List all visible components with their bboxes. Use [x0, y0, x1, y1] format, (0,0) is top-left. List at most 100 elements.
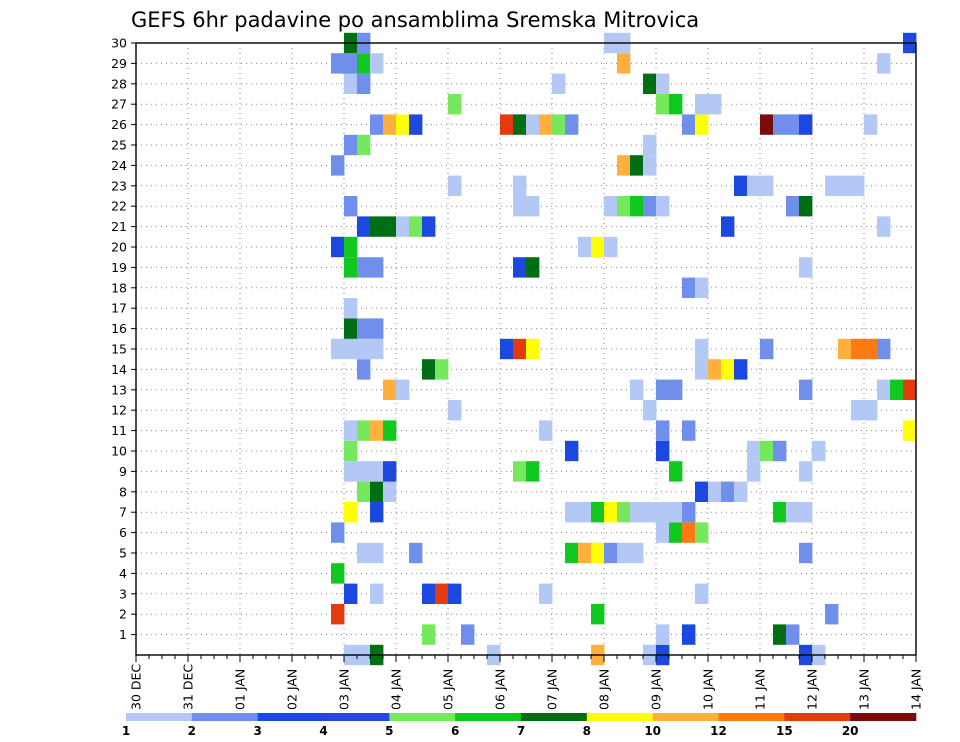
heatmap-cell [370, 338, 384, 360]
y-tick-label: 14 [111, 362, 127, 377]
y-tick-label: 15 [111, 342, 127, 357]
heatmap-cell [357, 359, 371, 380]
heatmap-cell [721, 481, 735, 502]
legend-swatch [191, 713, 258, 721]
heatmap-cell [357, 420, 371, 441]
legend-label: 3 [253, 724, 261, 738]
heatmap-cell [643, 196, 657, 217]
heatmap-cell [409, 114, 423, 135]
heatmap-cell [656, 73, 670, 94]
heatmap-cell [799, 542, 813, 564]
heatmap-cell [786, 196, 800, 217]
heatmap-cell [864, 338, 878, 360]
heatmap-cell [903, 379, 917, 400]
heatmap-cell [513, 257, 527, 278]
heatmap-cell [344, 583, 358, 604]
heatmap-cell [773, 502, 787, 523]
heatmap-cell [877, 53, 891, 74]
heatmap-cell [552, 114, 566, 135]
heatmap-cell [539, 114, 553, 135]
x-axis-ticks: 30 DEC 31 DEC 01 JAN 02 JAN 03 JAN 04 JAN 05 J… [129, 655, 924, 710]
color-legend: 1 2 3 4 5 6 7 8 10 12 15 20 [122, 713, 917, 738]
heatmap-cell [383, 481, 397, 502]
heatmap-cell [409, 542, 423, 564]
y-tick-label: 23 [111, 178, 127, 193]
heatmap-cell [344, 134, 358, 156]
heatmap-cell [799, 502, 813, 523]
heatmap-cell [370, 318, 384, 339]
heatmap-cell [630, 155, 644, 176]
legend-label: 5 [385, 724, 393, 738]
heatmap-cell [331, 563, 345, 584]
heatmap-cell [565, 114, 579, 135]
heatmap-cell [617, 53, 631, 74]
heatmap-cell [331, 155, 345, 176]
x-tick-label: 08 JAN [597, 669, 612, 710]
heatmap-cell [773, 624, 787, 645]
heatmap-cell [526, 196, 540, 217]
heatmap-cell [357, 73, 371, 94]
y-tick-label: 18 [111, 280, 127, 295]
heatmap-cell [682, 502, 696, 523]
x-tick-label: 30 DEC [129, 664, 144, 710]
heatmap-cell [682, 277, 696, 298]
y-tick-label: 19 [111, 260, 127, 275]
y-tick-label: 29 [111, 56, 127, 71]
heatmap-cell [721, 216, 735, 237]
heatmap-cell [838, 338, 852, 360]
y-tick-label: 30 [111, 36, 127, 51]
heatmap-cell [513, 196, 527, 217]
heatmap-cell [669, 94, 683, 115]
x-tick-label: 11 JAN [753, 669, 768, 710]
heatmap-cell [331, 604, 345, 625]
heatmap-cell [513, 175, 527, 196]
heatmap-cell [500, 338, 514, 360]
heatmap-cell [825, 175, 839, 196]
heatmap-cell [643, 400, 657, 421]
heatmap-cell [786, 502, 800, 523]
x-tick-label: 31 DEC [181, 664, 196, 710]
heatmap-cell [851, 400, 865, 421]
legend-label: 6 [451, 724, 459, 738]
y-tick-label: 1 [119, 627, 127, 642]
heatmap-cell [357, 318, 371, 339]
y-tick-label: 24 [111, 158, 127, 173]
heatmap-cells [331, 32, 917, 666]
heatmap-cell [708, 94, 722, 115]
heatmap-cell [565, 440, 579, 462]
heatmap-cell [760, 114, 774, 135]
heatmap-cell [630, 542, 644, 564]
y-tick-label: 11 [111, 423, 127, 438]
heatmap-cell [526, 338, 540, 360]
heatmap-cell [409, 216, 423, 237]
heatmap-cell [604, 502, 618, 523]
legend-swatch [455, 713, 522, 721]
heatmap-cell [357, 216, 371, 237]
heatmap-cell [760, 338, 774, 360]
y-tick-label: 21 [111, 219, 127, 234]
heatmap-cell [591, 502, 605, 523]
heatmap-cell [695, 94, 709, 115]
heatmap-cell [695, 359, 709, 380]
y-tick-label: 20 [111, 240, 127, 255]
heatmap-cell [903, 420, 917, 441]
y-tick-label: 10 [111, 444, 127, 459]
heatmap-cell [422, 583, 436, 604]
heatmap-cell [617, 542, 631, 564]
heatmap-cell [344, 257, 358, 278]
heatmap-cell [682, 522, 696, 543]
legend-label: 7 [517, 724, 525, 738]
heatmap-cell [890, 379, 904, 400]
heatmap-cell [331, 53, 345, 74]
heatmap-cell [695, 481, 709, 502]
y-tick-label: 16 [111, 321, 127, 336]
heatmap-cell [864, 114, 878, 135]
heatmap-cell [513, 338, 527, 360]
heatmap-cell [877, 338, 891, 360]
heatmap-cell [383, 379, 397, 400]
heatmap-cell [643, 134, 657, 156]
legend-swatch [652, 713, 719, 721]
heatmap-cell [357, 338, 371, 360]
heatmap-cell [344, 420, 358, 441]
heatmap-cell [695, 338, 709, 360]
